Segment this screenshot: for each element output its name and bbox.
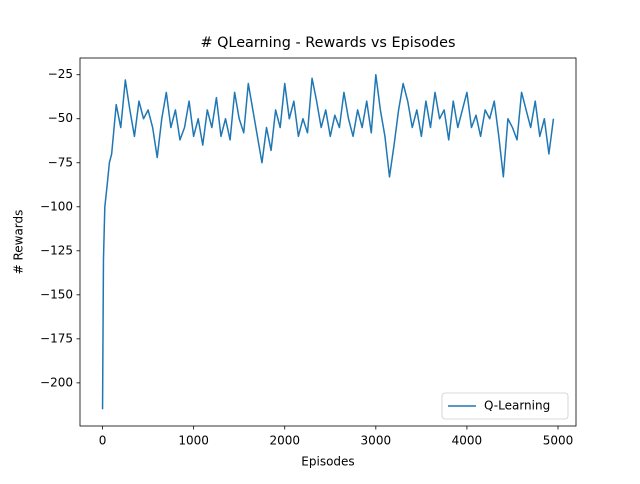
x-tick-label: 1000: [178, 434, 209, 448]
series-line: [101, 73, 555, 410]
y-tick-label: −100: [40, 199, 73, 213]
chart-title: # QLearning - Rewards vs Episodes: [200, 35, 455, 51]
y-tick-label: −150: [40, 287, 73, 301]
x-tick-label: 5000: [543, 434, 574, 448]
y-tick-label: −50: [48, 111, 73, 125]
y-tick-label: −175: [40, 331, 73, 345]
y-tick-label: −75: [48, 155, 73, 169]
x-axis-label: Episodes: [301, 455, 354, 469]
legend-box: [441, 392, 569, 420]
x-tick-label: 2000: [269, 434, 300, 448]
y-tick-label: −200: [40, 375, 73, 389]
legend-label: Q-Learning: [484, 399, 550, 413]
plot-frame: [79, 57, 577, 427]
x-tick-label: 3000: [361, 434, 392, 448]
y-tick-label: −125: [40, 243, 73, 257]
y-tick-label: −25: [48, 67, 73, 81]
y-axis-label: # Rewards: [12, 210, 26, 275]
x-tick-label: 4000: [452, 434, 483, 448]
x-tick-label: 0: [99, 434, 107, 448]
